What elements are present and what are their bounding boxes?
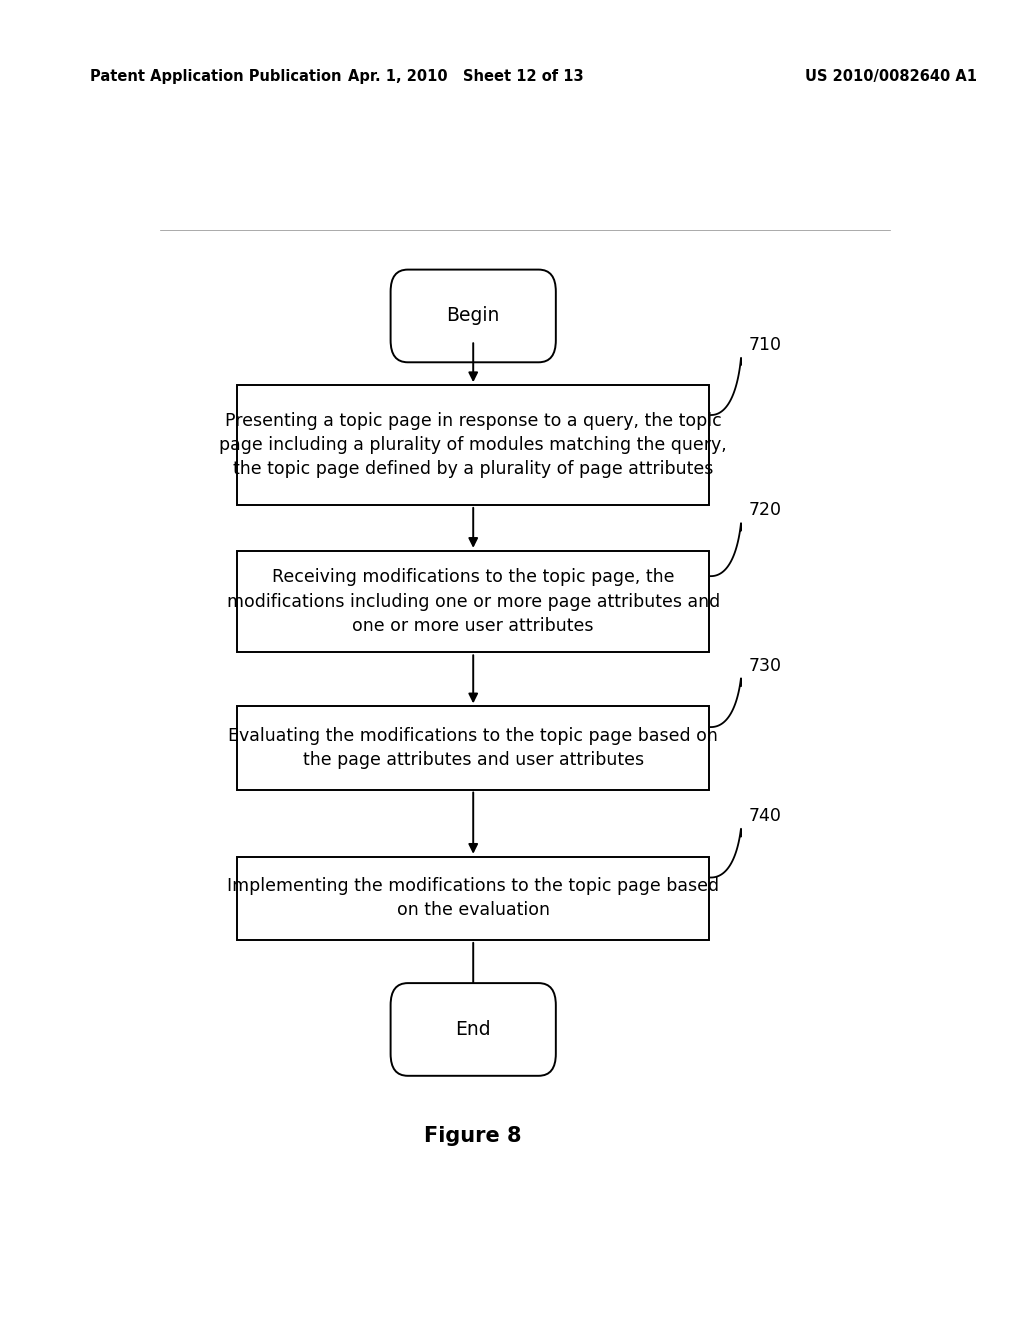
Text: 730: 730 (749, 657, 782, 675)
FancyBboxPatch shape (390, 269, 556, 362)
Text: Receiving modifications to the topic page, the
modifications including one or mo: Receiving modifications to the topic pag… (226, 568, 720, 635)
Text: Begin: Begin (446, 306, 500, 326)
Text: End: End (456, 1020, 492, 1039)
Bar (238, 550, 710, 652)
Bar (238, 385, 710, 506)
Text: Presenting a topic page in response to a query, the topic
page including a plura: Presenting a topic page in response to a… (219, 412, 727, 478)
Text: Evaluating the modifications to the topic page based on
the page attributes and : Evaluating the modifications to the topi… (228, 727, 718, 770)
Text: Figure 8: Figure 8 (425, 1126, 522, 1146)
Bar (238, 857, 710, 940)
Text: 710: 710 (749, 335, 782, 354)
Text: Patent Application Publication: Patent Application Publication (90, 69, 342, 84)
Text: Apr. 1, 2010   Sheet 12 of 13: Apr. 1, 2010 Sheet 12 of 13 (348, 69, 584, 84)
Bar (238, 706, 710, 789)
Text: US 2010/0082640 A1: US 2010/0082640 A1 (805, 69, 977, 84)
Text: 740: 740 (749, 807, 782, 825)
FancyBboxPatch shape (390, 983, 556, 1076)
Text: 720: 720 (749, 502, 782, 519)
Text: Implementing the modifications to the topic page based
on the evaluation: Implementing the modifications to the to… (227, 878, 719, 920)
